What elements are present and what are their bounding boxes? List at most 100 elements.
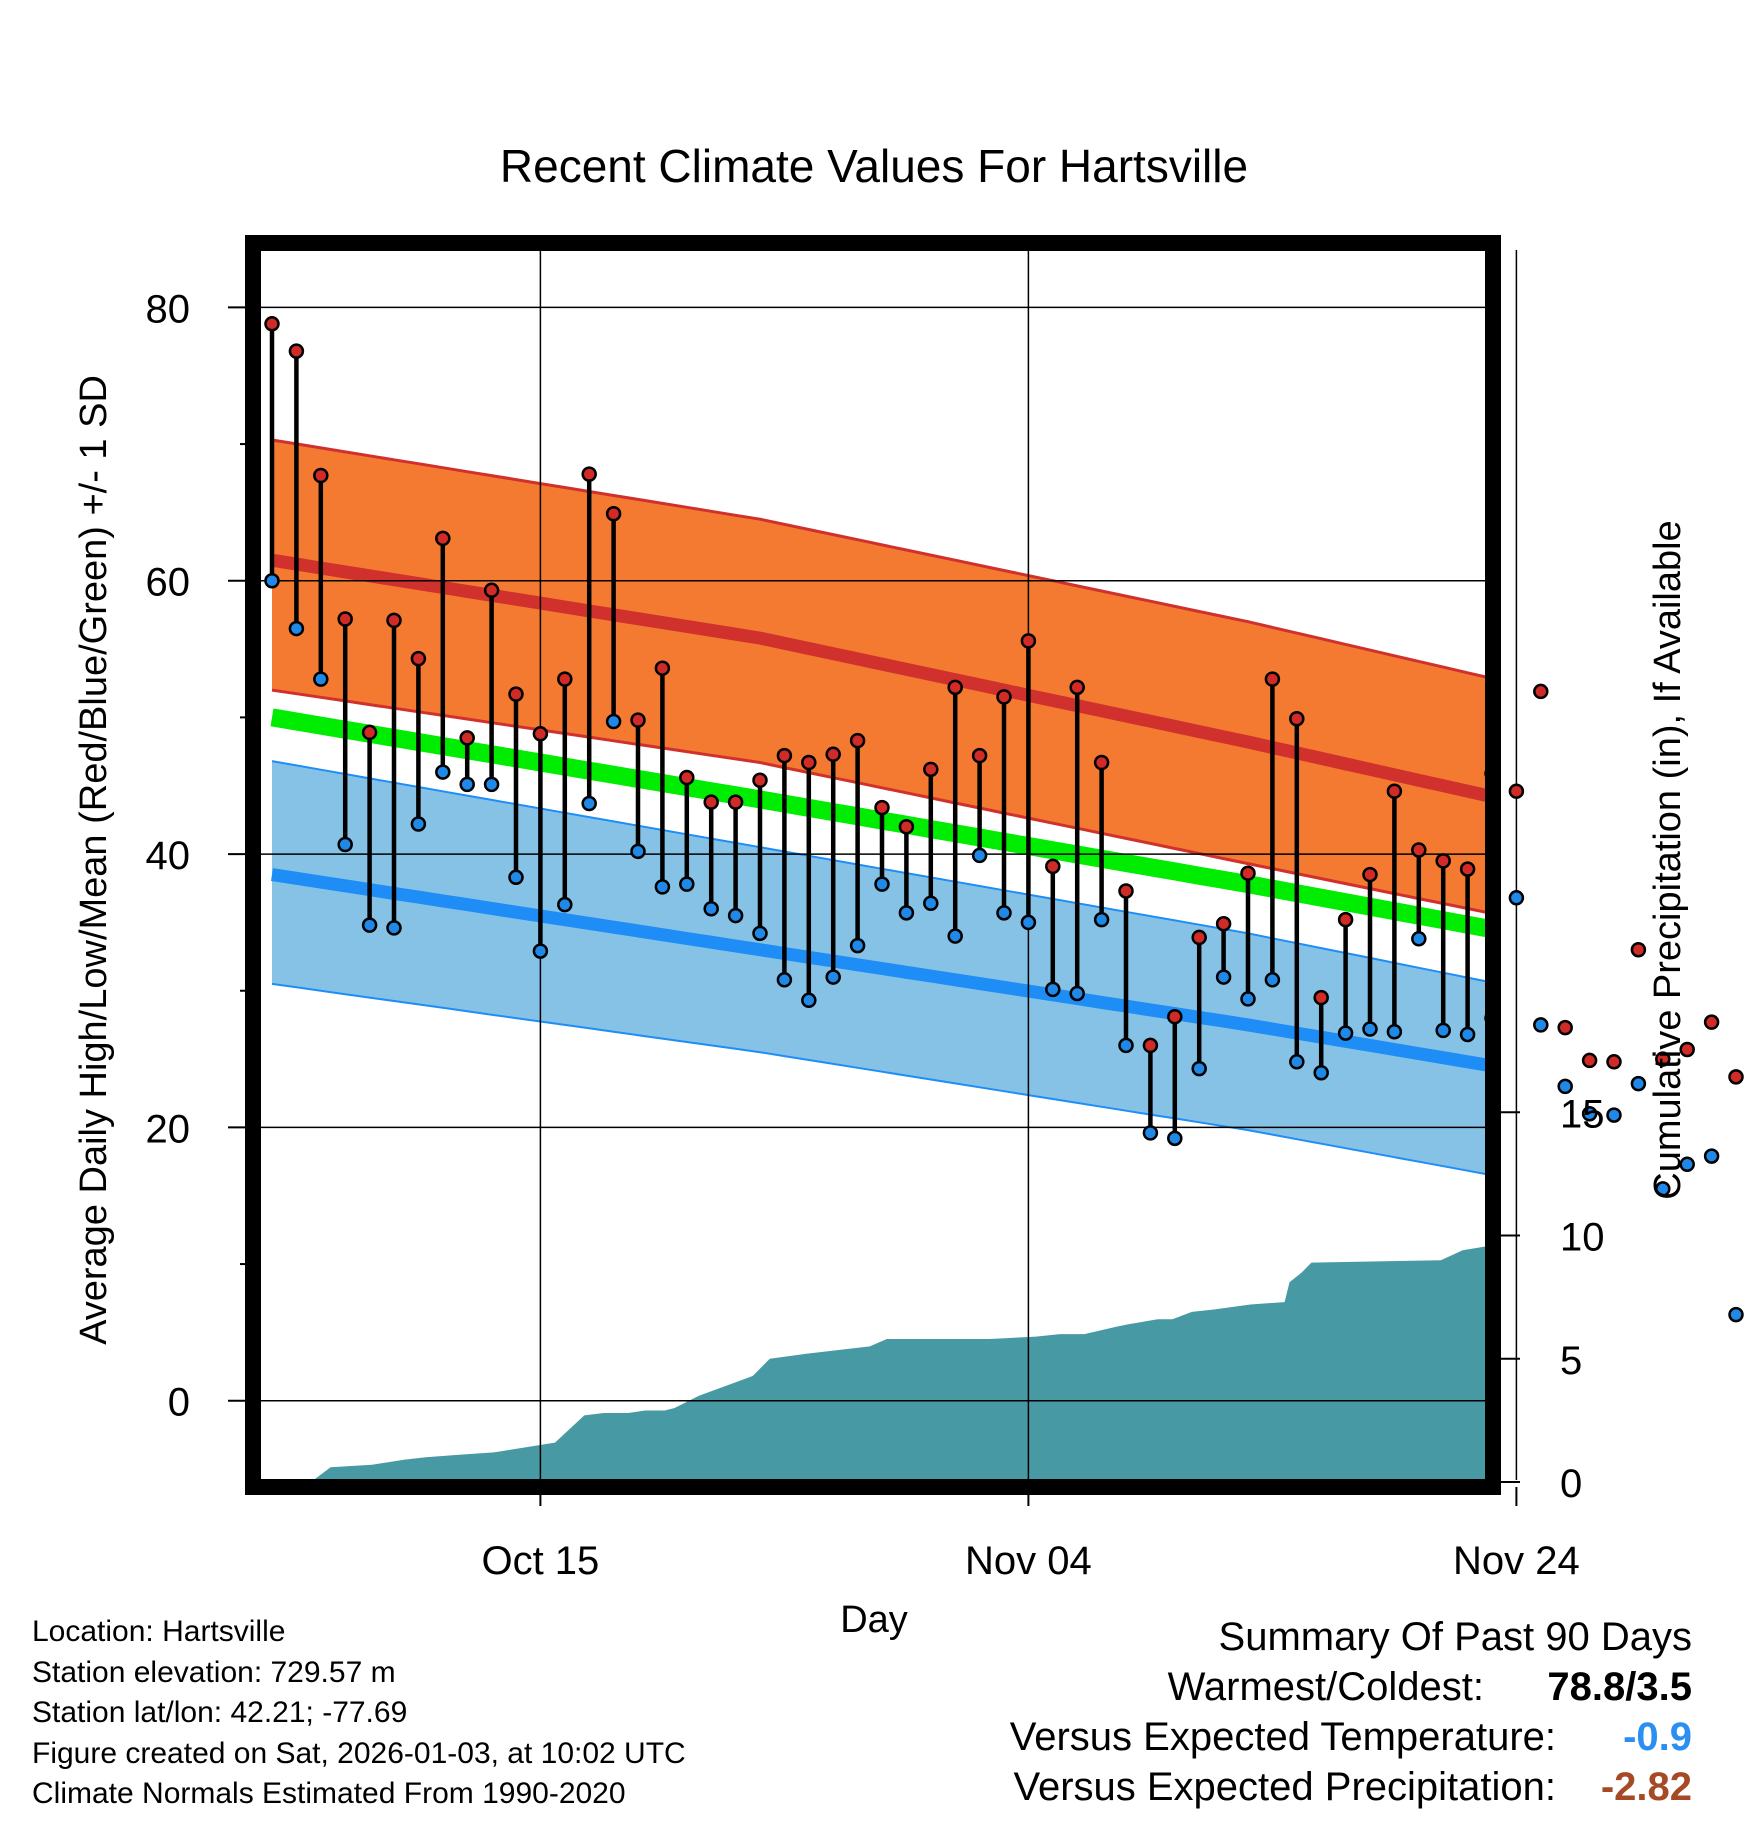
daily-high-dot <box>752 772 768 789</box>
daily-high-dot <box>1728 1069 1744 1085</box>
daily-high-dot <box>630 712 646 728</box>
high-sd-band <box>272 440 1486 913</box>
elevation-text: Station elevation: 729.57 m <box>32 1655 396 1689</box>
daily-low-dot <box>1118 1037 1134 1054</box>
daily-low-dot <box>825 969 841 985</box>
x-tick-label: Nov 04 <box>965 1539 1092 1583</box>
daily-low-dot <box>264 572 280 589</box>
y-tick-label: 80 <box>146 287 191 331</box>
high-minus-sd-line <box>271 688 1486 914</box>
daily-low-dot <box>1606 1107 1622 1123</box>
daily-low-dot <box>1045 981 1061 998</box>
daily-high-dot <box>1264 671 1281 687</box>
daily-high-dot <box>1459 861 1476 877</box>
daily-low-dot <box>1215 969 1232 985</box>
daily-low-dot <box>337 836 353 853</box>
daily-low-dot <box>1240 991 1256 1007</box>
daily-high-dot <box>337 611 353 627</box>
plot-border <box>245 235 1501 1495</box>
daily-high-dot <box>313 467 329 484</box>
daily-high-dot <box>386 612 402 629</box>
daily-high-dot <box>1093 754 1110 771</box>
normal-low-line <box>271 868 1486 1072</box>
daily-low-dot <box>1435 1022 1451 1039</box>
y2-tick-label: 15 <box>1560 1092 1605 1136</box>
daily-high-dot <box>1020 633 1037 649</box>
daily-high-dot <box>1313 989 1329 1006</box>
created-text: Figure created on Sat, 2026-01-03, at 10… <box>32 1736 686 1770</box>
daily-low-dot <box>532 943 549 959</box>
daily-high-dot <box>996 689 1012 705</box>
daily-low-dot <box>605 713 622 730</box>
daily-low-dot <box>1679 1156 1695 1173</box>
daily-low-dot <box>508 869 524 886</box>
daily-high-dot <box>874 799 890 816</box>
daily-low-dot <box>849 937 866 954</box>
chart-title: Recent Climate Values For Hartsville <box>500 140 1248 192</box>
daily-low-dot <box>971 847 988 864</box>
daily-high-dot <box>1069 679 1085 696</box>
station-info: Location: Hartsville Station elevation: … <box>32 1612 686 1815</box>
daily-low-dot <box>898 905 915 921</box>
cumulative-precip-area <box>272 1246 1486 1480</box>
daily-high-dot <box>1581 1052 1598 1069</box>
daily-high-dot <box>1362 866 1378 883</box>
warmest-coldest-label: Warmest/Coldest: <box>1167 1665 1484 1709</box>
daily-low-dot <box>1337 1025 1354 1041</box>
daily-high-dot <box>727 794 744 810</box>
normal-high-line <box>270 553 1486 803</box>
daily-high-dot <box>776 747 793 764</box>
daily-low-dot <box>557 896 573 913</box>
summary-panel: Summary Of Past 90 Days Warmest/Coldest:… <box>872 1612 1692 1812</box>
daily-low-dot <box>581 795 597 812</box>
warmest-coldest-row: Warmest/Coldest: 78.8/3.5 <box>872 1662 1692 1712</box>
normal-bands <box>270 438 1486 1480</box>
daily-high-dot <box>435 530 451 547</box>
daily-low-dot <box>483 776 500 793</box>
daily-low-dot <box>1313 1064 1329 1081</box>
daily-high-dot <box>1679 1041 1695 1058</box>
daily-low-dot <box>1728 1306 1744 1323</box>
y2-tick-label: 0 <box>1560 1462 1582 1506</box>
daily-high-dot <box>1411 842 1427 858</box>
low-minus-sd-line <box>271 982 1486 1176</box>
x-tick-label: Oct 15 <box>481 1539 599 1583</box>
daily-high-dot <box>1557 1019 1573 1036</box>
daily-high-dot <box>971 747 988 764</box>
daily-low-dot <box>361 917 378 933</box>
daily-high-dot <box>825 746 841 763</box>
precip-row: Versus Expected Precipitation: -2.82 <box>872 1762 1692 1812</box>
warmest-coldest-value: 78.8/3.5 <box>1547 1665 1692 1709</box>
daily-high-dot <box>1167 1008 1183 1025</box>
daily-high-dot <box>898 818 915 835</box>
daily-low-dot <box>1093 911 1110 928</box>
daily-high-dot <box>947 679 963 696</box>
x-tick-label: Nov 24 <box>1453 1539 1580 1583</box>
daily-low-dot <box>1655 1181 1671 1197</box>
daily-high-dot <box>1386 783 1403 799</box>
daily-low-dot <box>459 776 475 793</box>
daily-low-dot <box>1533 1017 1549 1033</box>
y2-tick-label: 10 <box>1560 1216 1605 1260</box>
daily-high-dot <box>1630 941 1647 958</box>
daily-low-dot <box>1191 1060 1207 1077</box>
daily-high-dot <box>483 582 500 599</box>
temp-value: -0.9 <box>1623 1715 1692 1759</box>
daily-low-dot <box>410 816 427 832</box>
daily-low-dot <box>1289 1054 1305 1070</box>
daily-high-dot <box>703 794 719 810</box>
daily-range-stems <box>269 323 1470 1139</box>
precip-value: -2.82 <box>1600 1765 1692 1809</box>
daily-low-dot <box>1703 1148 1720 1164</box>
daily-high-dot <box>1045 858 1061 875</box>
daily-high-dot <box>1655 1051 1671 1067</box>
y-tick-label: 0 <box>168 1381 190 1425</box>
daily-low-dot <box>996 905 1012 921</box>
daily-low-dot <box>679 876 695 892</box>
precip-label: Versus Expected Precipitation: <box>1013 1765 1556 1809</box>
daily-low-dot <box>1411 931 1427 947</box>
low-plus-sd-line <box>271 760 1486 983</box>
daily-high-dot <box>1606 1054 1622 1070</box>
daily-low-dot <box>874 876 890 892</box>
